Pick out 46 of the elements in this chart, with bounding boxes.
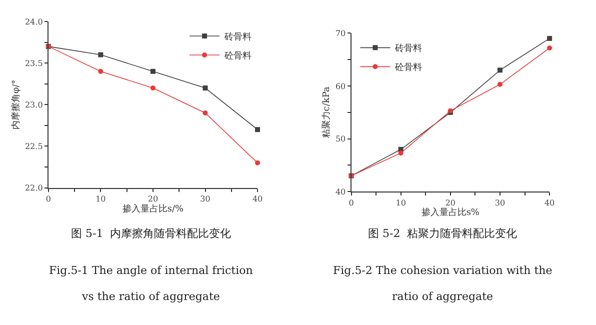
y-axis-title: 粘聚力c/kPa: [320, 86, 332, 138]
point: [98, 52, 104, 58]
y-axis-title: 内摩擦角φ/°: [10, 80, 22, 130]
y-tick-label: 23.5: [24, 58, 43, 68]
y-tick-label: 24.0: [24, 17, 43, 26]
point: [98, 68, 104, 74]
x-tick-label: 30: [200, 194, 210, 204]
y-tick-label: 70: [335, 28, 346, 38]
x-tick-label: 20: [148, 194, 158, 204]
point: [497, 68, 502, 73]
y-tick-label: 22.0: [24, 184, 43, 193]
y-tick-label: 22.5: [24, 142, 43, 151]
x-tick-label: 0: [348, 198, 354, 208]
point: [547, 36, 552, 41]
point: [547, 45, 552, 50]
point: [150, 86, 156, 91]
x-tick-label: 10: [96, 194, 106, 204]
x-axis-title: 掺入量占比s/%: [122, 203, 184, 214]
point: [255, 127, 260, 132]
point: [398, 150, 404, 156]
point: [202, 110, 208, 116]
legend-label: 砼骨料: [224, 50, 252, 62]
text: ratio of aggregate: [392, 290, 494, 303]
x-axis-title: 掺入量占比s%: [421, 207, 480, 218]
x-tick-label: 40: [544, 198, 555, 208]
legend-label: 砖骨料: [224, 32, 252, 43]
x-tick-label: 20: [445, 198, 456, 208]
point: [202, 86, 208, 91]
caption: 图 5-2 粘聚力随骨料配比变化: [368, 227, 518, 240]
x-tick-label: 10: [396, 198, 406, 208]
y-tick-label: 50: [335, 134, 346, 144]
y-tick-label: 40: [335, 187, 346, 196]
text: vs the ratio of aggregate: [81, 290, 220, 303]
legend-label: 砼骨料: [394, 62, 422, 74]
y-tick-label: 23.0: [24, 100, 43, 110]
legend-label: 砖骨料: [394, 43, 422, 54]
point: [150, 68, 156, 74]
caption: Fig.5-1 The angle of internal friction: [49, 264, 253, 277]
x-tick-label: 0: [46, 194, 51, 204]
point: [255, 160, 260, 166]
x-tick-label: 30: [494, 198, 506, 208]
point: [497, 82, 502, 87]
x-tick-label: 40: [252, 194, 263, 204]
caption: 图 5-1 内摩擦角随骨料配比变化: [71, 227, 232, 240]
caption: Fig.5-2 The cohesion variation with the: [333, 264, 552, 277]
y-tick-label: 60: [335, 82, 346, 91]
